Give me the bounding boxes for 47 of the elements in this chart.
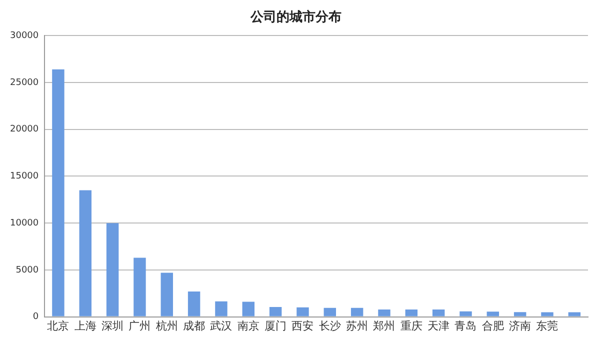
bar (188, 291, 200, 316)
y-tick-label: 5000 (16, 265, 39, 276)
bar (160, 272, 173, 316)
x-tick-label: 重庆 (400, 319, 422, 332)
bar (324, 308, 336, 316)
bar (215, 301, 228, 316)
x-tick-label: 深圳 (102, 319, 124, 332)
x-tick-label: 合肥 (482, 319, 504, 332)
bar (541, 312, 554, 316)
bar (242, 302, 255, 316)
bar (52, 69, 64, 316)
x-tick-label: 北京 (47, 319, 70, 332)
bar (106, 223, 119, 316)
x-tick-label: 天津 (428, 319, 450, 332)
bar (568, 312, 581, 316)
bar (460, 311, 472, 316)
bar (432, 309, 445, 316)
bar (350, 308, 364, 316)
x-tick-label: 南京 (237, 319, 260, 332)
x-tick-label: 苏州 (346, 319, 368, 332)
x-tick-label: 郑州 (373, 319, 396, 332)
bar (134, 258, 146, 316)
bar (405, 309, 418, 316)
x-tick-label: 西安 (292, 319, 314, 332)
x-tick-label: 长沙 (318, 319, 341, 332)
x-tick-label: 广州 (128, 319, 151, 332)
y-tick-label: 0 (32, 312, 39, 322)
chart-title: 公司的城市分布 (250, 9, 342, 26)
bar (296, 307, 309, 316)
x-tick-label: 上海 (74, 319, 96, 332)
x-tick-label: 武汉 (210, 319, 232, 332)
y-tick-label: 25000 (10, 78, 39, 88)
bar (514, 312, 526, 316)
y-tick-label: 15000 (10, 172, 39, 182)
x-tick-label: 厦门 (264, 319, 287, 332)
y-tick-label: 30000 (10, 30, 39, 41)
bar (79, 190, 92, 316)
x-tick-label: 东莞 (536, 319, 558, 332)
bar (378, 309, 390, 316)
x-tick-label: 杭州 (154, 319, 178, 332)
bar (269, 306, 282, 316)
y-tick-label: 10000 (10, 218, 39, 228)
x-tick-label: 济南 (509, 319, 532, 332)
x-tick-label: 成都 (183, 319, 206, 332)
bar (486, 312, 500, 316)
x-tick-label: 青岛 (454, 319, 477, 332)
y-tick-label: 20000 (10, 124, 39, 135)
